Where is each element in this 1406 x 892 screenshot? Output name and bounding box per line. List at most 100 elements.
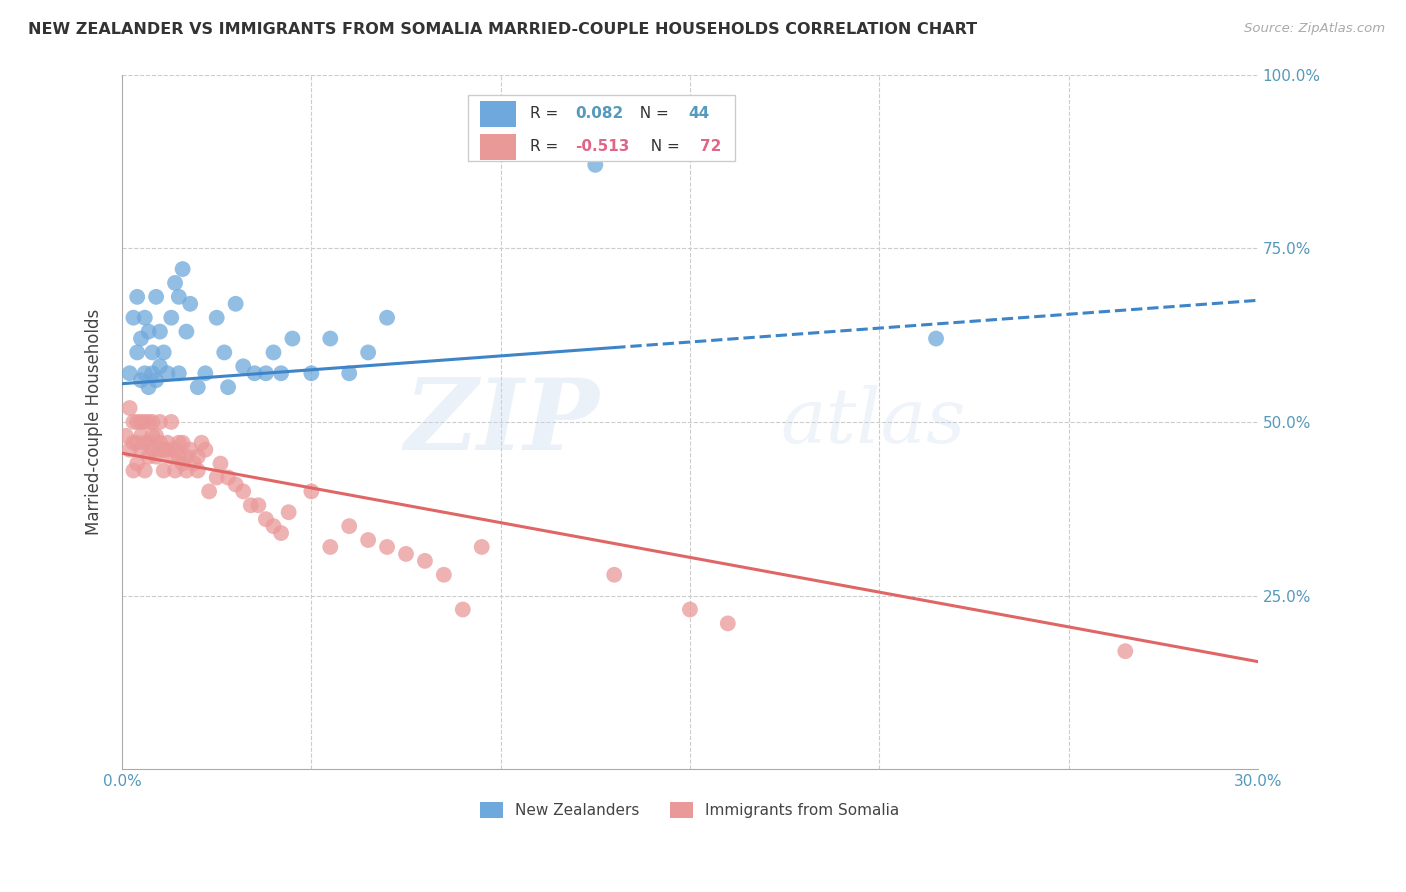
- Point: [141, 442, 163, 457]
- Point: [395, 547, 418, 561]
- Point: [129, 415, 152, 429]
- Point: [1114, 644, 1136, 658]
- Point: [160, 415, 183, 429]
- Text: N =: N =: [630, 106, 673, 121]
- Point: [187, 450, 209, 464]
- Point: [167, 290, 190, 304]
- Point: [127, 457, 149, 471]
- Point: [141, 415, 163, 429]
- Text: ZIP: ZIP: [404, 374, 599, 470]
- Point: [141, 366, 163, 380]
- Point: [337, 366, 360, 380]
- Point: [118, 442, 141, 457]
- Text: 0.082: 0.082: [575, 106, 623, 121]
- Point: [209, 457, 232, 471]
- Point: [263, 519, 285, 533]
- Point: [357, 533, 380, 547]
- Point: [179, 297, 201, 311]
- Point: [141, 345, 163, 359]
- Point: [299, 366, 322, 380]
- Point: [134, 415, 156, 429]
- Point: [165, 442, 187, 457]
- Point: [214, 345, 236, 359]
- Point: [679, 602, 702, 616]
- FancyBboxPatch shape: [468, 95, 735, 161]
- Point: [129, 442, 152, 457]
- Point: [114, 429, 136, 443]
- Point: [205, 470, 228, 484]
- Point: [167, 450, 190, 464]
- Point: [254, 512, 277, 526]
- Point: [603, 567, 626, 582]
- Point: [122, 415, 145, 429]
- Point: [281, 332, 304, 346]
- Point: [270, 366, 292, 380]
- Point: [179, 442, 201, 457]
- Y-axis label: Married-couple Households: Married-couple Households: [86, 309, 103, 535]
- Point: [122, 464, 145, 478]
- Point: [187, 380, 209, 394]
- Point: [451, 602, 474, 616]
- Legend: New Zealanders, Immigrants from Somalia: New Zealanders, Immigrants from Somalia: [474, 796, 905, 824]
- Point: [165, 464, 187, 478]
- Point: [375, 310, 398, 325]
- Point: [925, 332, 948, 346]
- Point: [433, 567, 456, 582]
- Point: [319, 332, 342, 346]
- Point: [138, 435, 160, 450]
- Point: [149, 415, 172, 429]
- Point: [583, 158, 606, 172]
- Point: [277, 505, 299, 519]
- Bar: [479, 134, 516, 160]
- Point: [138, 380, 160, 394]
- Point: [152, 345, 174, 359]
- Point: [187, 464, 209, 478]
- Point: [134, 435, 156, 450]
- Point: [299, 484, 322, 499]
- Point: [127, 290, 149, 304]
- Point: [118, 366, 141, 380]
- Point: [239, 498, 262, 512]
- Point: [471, 540, 494, 554]
- Point: [263, 345, 285, 359]
- Point: [138, 450, 160, 464]
- Point: [149, 442, 172, 457]
- Point: [190, 435, 212, 450]
- Point: [176, 450, 198, 464]
- Text: -0.513: -0.513: [575, 139, 630, 154]
- Text: atlas: atlas: [780, 385, 966, 458]
- Point: [232, 359, 254, 374]
- Point: [337, 519, 360, 533]
- Point: [156, 366, 179, 380]
- Point: [225, 297, 247, 311]
- Point: [152, 442, 174, 457]
- Point: [122, 310, 145, 325]
- Point: [152, 464, 174, 478]
- Point: [145, 450, 167, 464]
- Point: [172, 435, 194, 450]
- Point: [194, 442, 217, 457]
- Point: [217, 470, 239, 484]
- Text: R =: R =: [530, 139, 562, 154]
- Text: 72: 72: [700, 139, 721, 154]
- Point: [172, 262, 194, 277]
- Point: [198, 484, 221, 499]
- Point: [118, 401, 141, 415]
- Point: [167, 366, 190, 380]
- Point: [413, 554, 436, 568]
- Text: N =: N =: [641, 139, 685, 154]
- Text: R =: R =: [530, 106, 562, 121]
- Point: [357, 345, 380, 359]
- Point: [145, 290, 167, 304]
- Text: Source: ZipAtlas.com: Source: ZipAtlas.com: [1244, 22, 1385, 36]
- Point: [160, 450, 183, 464]
- Point: [141, 429, 163, 443]
- Point: [176, 325, 198, 339]
- Bar: [479, 101, 516, 127]
- Point: [145, 373, 167, 387]
- Point: [217, 380, 239, 394]
- Point: [127, 345, 149, 359]
- Point: [243, 366, 266, 380]
- Point: [129, 429, 152, 443]
- Point: [156, 435, 179, 450]
